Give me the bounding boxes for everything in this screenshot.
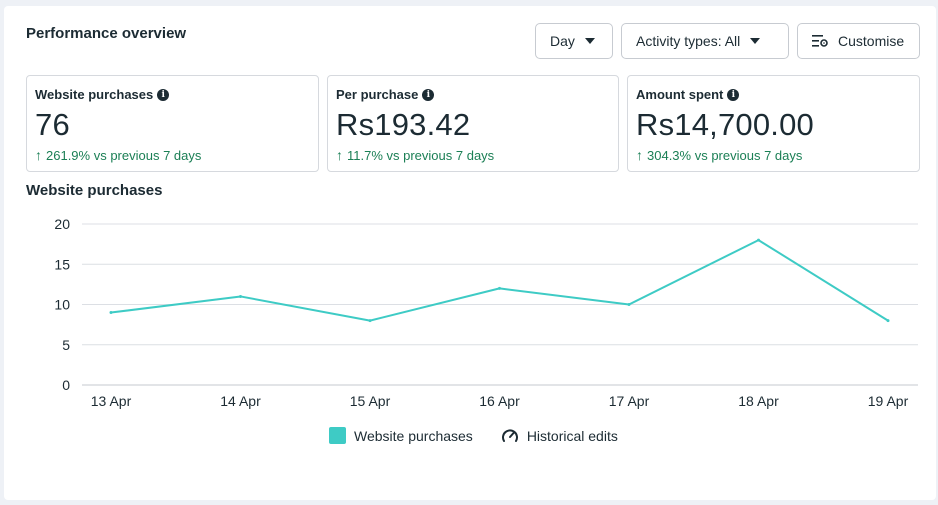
metric-value: Rs193.42 xyxy=(336,107,471,142)
x-tick-label: 17 Apr xyxy=(609,393,650,409)
data-point xyxy=(757,238,760,242)
arrow-up-icon: ↑ xyxy=(636,147,643,163)
performance-panel: Performance overview Day Activity types:… xyxy=(4,6,936,500)
x-tick-label: 14 Apr xyxy=(220,393,261,409)
page-title: Performance overview xyxy=(26,25,187,42)
info-icon[interactable]: i xyxy=(727,88,740,101)
series-line xyxy=(110,239,889,322)
arrow-up-icon: ↑ xyxy=(336,147,343,163)
data-point xyxy=(239,294,242,298)
caret-down-icon xyxy=(750,38,761,44)
x-tick-label: 15 Apr xyxy=(350,393,391,409)
y-tick-label: 15 xyxy=(54,256,70,272)
metric-label-text: Per purchase xyxy=(336,87,419,102)
legend-label: Historical edits xyxy=(526,427,618,444)
y-tick-label: 20 xyxy=(54,216,70,232)
activity-types-dropdown[interactable]: Activity types: All xyxy=(621,23,789,59)
info-icon[interactable]: i xyxy=(422,88,435,101)
metric-value: 76 xyxy=(35,107,70,142)
metric-label: Amount spent i xyxy=(636,87,740,102)
y-tick-label: 5 xyxy=(62,337,70,353)
x-tick-label: 19 Apr xyxy=(868,393,909,409)
metric-label-text: Amount spent xyxy=(636,87,724,102)
metric-label-text: Website purchases xyxy=(35,87,154,102)
data-point xyxy=(627,303,631,306)
x-tick-label: 13 Apr xyxy=(91,393,132,409)
activity-types-label: Activity types: All xyxy=(636,33,741,49)
line-chart: 0 5 10 15 20 13 Apr 14 Apr 15 Apr 16 Apr 17 Apr 18… xyxy=(54,216,918,409)
chart-legend: Website purchases Historical edits xyxy=(329,427,618,444)
x-tick-label: 16 Apr xyxy=(479,393,520,409)
y-tick-label: 0 xyxy=(62,377,70,393)
metric-change-text: 304.3% vs previous 7 days xyxy=(647,147,803,163)
metric-change-text: 11.7% vs previous 7 days xyxy=(347,147,495,163)
day-dropdown-label: Day xyxy=(550,33,575,49)
legend-swatch xyxy=(329,427,346,444)
y-tick-label: 10 xyxy=(54,297,70,313)
data-point xyxy=(886,319,890,323)
info-icon[interactable]: i xyxy=(157,88,170,101)
metric-change: ↑ 11.7% vs previous 7 days xyxy=(336,147,494,163)
x-tick-label: 18 Apr xyxy=(738,393,779,409)
metric-label: Website purchases i xyxy=(35,87,170,102)
metric-change-text: 261.9% vs previous 7 days xyxy=(46,147,202,163)
metric-change: ↑ 304.3% vs previous 7 days xyxy=(636,147,802,163)
metric-card-per-purchase: Per purchase i Rs193.42 ↑ 11.7% vs previ… xyxy=(327,75,619,172)
data-point xyxy=(498,286,501,290)
legend-item-website-purchases[interactable]: Website purchases xyxy=(329,427,473,444)
arrow-up-icon: ↑ xyxy=(35,147,42,163)
data-point xyxy=(109,311,113,315)
metric-card-amount-spent: Amount spent i Rs14,700.00 ↑ 304.3% vs p… xyxy=(627,75,920,172)
customise-label: Customise xyxy=(838,33,905,49)
gauge-icon xyxy=(501,428,518,442)
chart-title: Website purchases xyxy=(26,182,163,199)
data-point xyxy=(368,319,372,323)
day-dropdown[interactable]: Day xyxy=(535,23,613,59)
caret-down-icon xyxy=(584,38,595,44)
legend-item-historical-edits[interactable]: Historical edits xyxy=(501,428,618,444)
metric-value: Rs14,700.00 xyxy=(636,107,814,142)
customise-icon xyxy=(812,35,828,47)
metric-change: ↑ 261.9% vs previous 7 days xyxy=(35,147,201,163)
metric-label: Per purchase i xyxy=(336,87,435,102)
metric-card-website-purchases: Website purchases i 76 ↑ 261.9% vs previ… xyxy=(26,75,319,172)
customise-button[interactable]: Customise xyxy=(797,23,920,59)
legend-label: Website purchases xyxy=(354,427,473,444)
